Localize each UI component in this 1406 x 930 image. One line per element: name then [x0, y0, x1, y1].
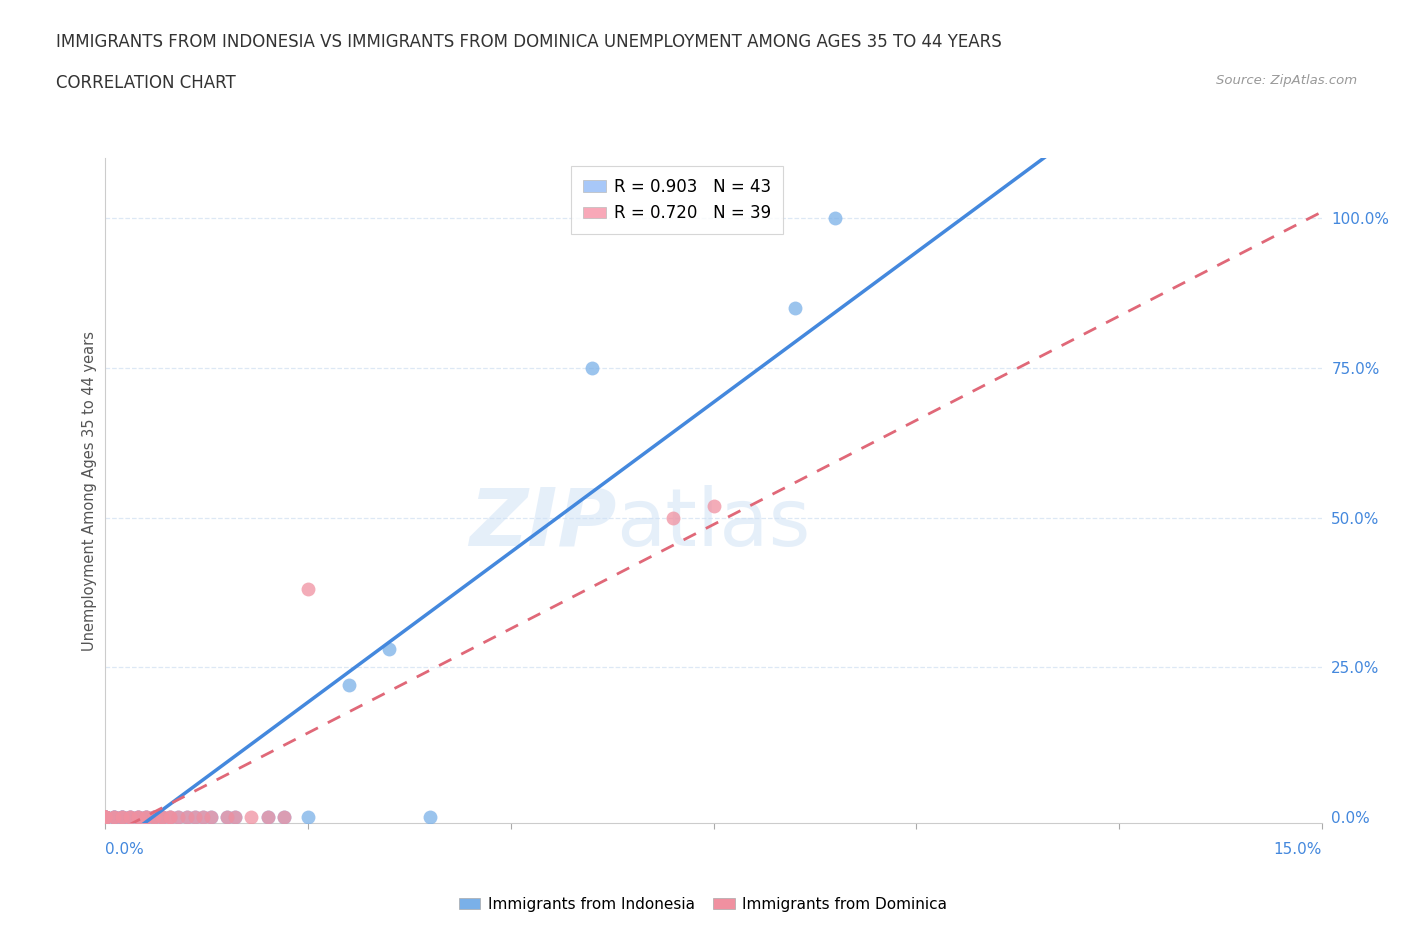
Point: [378, 642, 401, 657]
Point: [662, 510, 685, 525]
Point: [94, 810, 117, 825]
Point: [94, 810, 117, 825]
Text: CORRELATION CHART: CORRELATION CHART: [56, 74, 236, 92]
Point: [94, 810, 117, 825]
Point: [118, 810, 141, 825]
Point: [273, 810, 295, 825]
Point: [159, 810, 181, 825]
Point: [135, 810, 157, 825]
Point: [256, 810, 278, 825]
Y-axis label: Unemployment Among Ages 35 to 44 years: Unemployment Among Ages 35 to 44 years: [82, 330, 97, 651]
Point: [127, 810, 149, 825]
Point: [224, 810, 246, 825]
Text: Source: ZipAtlas.com: Source: ZipAtlas.com: [1216, 74, 1357, 87]
Point: [118, 810, 141, 825]
Point: [297, 810, 319, 825]
Point: [94, 810, 117, 825]
Point: [240, 810, 263, 825]
Point: [176, 810, 198, 825]
Point: [143, 810, 166, 825]
Point: [183, 810, 205, 825]
Point: [135, 810, 157, 825]
Point: [94, 810, 117, 825]
Point: [419, 810, 441, 825]
Point: [273, 810, 295, 825]
Text: 15.0%: 15.0%: [1274, 842, 1322, 857]
Legend: R = 0.903   N = 43, R = 0.720   N = 39: R = 0.903 N = 43, R = 0.720 N = 39: [571, 166, 783, 234]
Point: [150, 810, 173, 825]
Point: [143, 810, 166, 825]
Point: [150, 810, 173, 825]
Point: [135, 810, 157, 825]
Point: [94, 810, 117, 825]
Text: IMMIGRANTS FROM INDONESIA VS IMMIGRANTS FROM DOMINICA UNEMPLOYMENT AMONG AGES 35: IMMIGRANTS FROM INDONESIA VS IMMIGRANTS …: [56, 33, 1002, 50]
Point: [94, 810, 117, 825]
Point: [111, 810, 134, 825]
Point: [111, 810, 134, 825]
Text: ZIP: ZIP: [468, 485, 616, 563]
Point: [94, 810, 117, 825]
Point: [94, 810, 117, 825]
Point: [159, 810, 181, 825]
Point: [111, 810, 134, 825]
Point: [111, 810, 134, 825]
Point: [103, 810, 125, 825]
Point: [94, 810, 117, 825]
Point: [94, 810, 117, 825]
Point: [94, 810, 117, 825]
Point: [783, 300, 806, 315]
Point: [103, 810, 125, 825]
Point: [176, 810, 198, 825]
Point: [224, 810, 246, 825]
Point: [167, 810, 190, 825]
Point: [118, 810, 141, 825]
Point: [103, 810, 125, 825]
Point: [150, 810, 173, 825]
Point: [103, 810, 125, 825]
Point: [118, 810, 141, 825]
Point: [143, 810, 166, 825]
Point: [337, 678, 360, 693]
Text: atlas: atlas: [616, 485, 811, 563]
Point: [94, 810, 117, 825]
Point: [94, 810, 117, 825]
Point: [200, 810, 222, 825]
Point: [297, 582, 319, 597]
Point: [200, 810, 222, 825]
Point: [217, 810, 239, 825]
Point: [127, 810, 149, 825]
Point: [94, 810, 117, 825]
Point: [159, 810, 181, 825]
Point: [702, 498, 725, 513]
Point: [103, 810, 125, 825]
Point: [111, 810, 134, 825]
Point: [183, 810, 205, 825]
Point: [143, 810, 166, 825]
Point: [150, 810, 173, 825]
Point: [135, 810, 157, 825]
Point: [217, 810, 239, 825]
Point: [94, 810, 117, 825]
Point: [94, 810, 117, 825]
Point: [191, 810, 214, 825]
Point: [94, 810, 117, 825]
Text: 0.0%: 0.0%: [105, 842, 145, 857]
Point: [94, 810, 117, 825]
Point: [191, 810, 214, 825]
Point: [127, 810, 149, 825]
Point: [256, 810, 278, 825]
Point: [127, 810, 149, 825]
Point: [94, 810, 117, 825]
Legend: Immigrants from Indonesia, Immigrants from Dominica: Immigrants from Indonesia, Immigrants fr…: [453, 891, 953, 918]
Point: [824, 210, 846, 225]
Point: [167, 810, 190, 825]
Point: [581, 360, 603, 375]
